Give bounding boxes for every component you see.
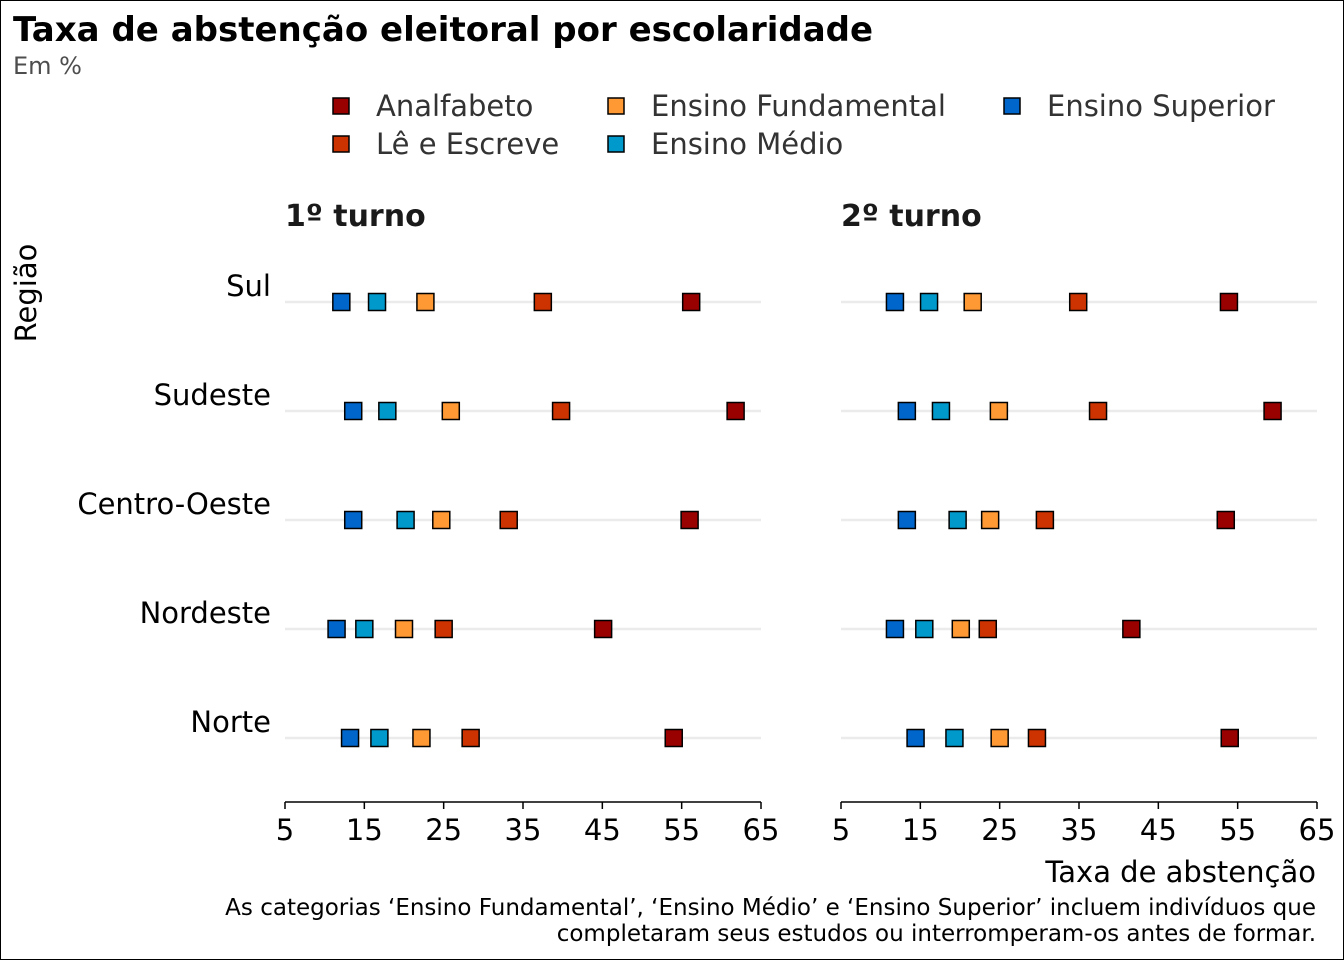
point-norte-ensino-medio bbox=[370, 728, 389, 748]
point-sudeste-ensino-medio bbox=[378, 401, 397, 421]
panel-title-2: 2º turno bbox=[841, 199, 982, 234]
point-nordeste-ensino-superior bbox=[327, 619, 346, 639]
legend-key-analfabeto bbox=[332, 97, 350, 115]
point-centro-oeste-ensino-medio bbox=[396, 510, 415, 530]
point-centro-oeste-le-e-escreve bbox=[499, 510, 518, 530]
x-tick-label: 45 bbox=[584, 813, 621, 847]
x-tick-label: 5 bbox=[276, 813, 294, 847]
category-label-sul: Sul bbox=[226, 269, 271, 303]
x-axis-label: Taxa de abstenção bbox=[1044, 855, 1316, 889]
panels: 1º turno 5 15 25 35 45 55 65 2º turno 5 15 25 35 45 55… bbox=[77, 199, 1335, 847]
point-norte-le-e-escreve bbox=[461, 728, 480, 748]
point-sul-ensino-fundamental bbox=[963, 292, 982, 312]
point-sudeste-analfabeto bbox=[1263, 401, 1282, 421]
x-tick-label: 25 bbox=[981, 813, 1018, 847]
point-nordeste-le-e-escreve bbox=[978, 619, 998, 639]
panel-1: 1º turno 5 15 25 35 45 55 65 bbox=[276, 199, 780, 847]
panel-title-1: 1º turno bbox=[285, 199, 426, 234]
point-sul-ensino-superior bbox=[332, 292, 351, 312]
point-sul-le-e-escreve bbox=[1068, 292, 1088, 312]
x-tick-label: 45 bbox=[1140, 813, 1177, 847]
point-norte-ensino-fundamental bbox=[412, 728, 431, 748]
point-sul-ensino-fundamental bbox=[416, 292, 435, 312]
y-axis-label: Região bbox=[9, 244, 43, 343]
point-nordeste-ensino-fundamental bbox=[394, 619, 414, 639]
point-sudeste-ensino-medio bbox=[931, 401, 951, 421]
panel-2: 2º turno 5 15 25 35 45 55 65 bbox=[832, 199, 1336, 847]
category-label-norte: Norte bbox=[190, 705, 271, 739]
chart-title: Taxa de abstenção eleitoral por escolari… bbox=[13, 10, 873, 50]
point-sudeste-ensino-superior bbox=[897, 401, 917, 421]
category-label-sudeste: Sudeste bbox=[154, 378, 271, 412]
legend-label-ensino-superior: Ensino Superior bbox=[1047, 89, 1275, 123]
point-centro-oeste-le-e-escreve bbox=[1035, 510, 1055, 530]
point-nordeste-ensino-fundamental bbox=[951, 619, 971, 639]
point-norte-ensino-fundamental bbox=[990, 728, 1009, 748]
point-sudeste-analfabeto bbox=[726, 401, 745, 421]
point-nordeste-ensino-medio bbox=[915, 619, 934, 639]
x-tick-label: 15 bbox=[346, 813, 383, 847]
point-sudeste-ensino-fundamental bbox=[989, 401, 1009, 421]
category-label-centro-oeste: Centro-Oeste bbox=[77, 487, 271, 521]
x-tick-label: 35 bbox=[505, 813, 542, 847]
point-nordeste-analfabeto bbox=[593, 619, 613, 639]
point-sul-ensino-medio bbox=[367, 292, 387, 312]
x-tick-label: 25 bbox=[425, 813, 462, 847]
caption-line-2: completaram seus estudos ou interrompera… bbox=[557, 921, 1316, 947]
category-label-nordeste: Nordeste bbox=[140, 596, 271, 630]
point-sudeste-ensino-fundamental bbox=[441, 401, 461, 421]
point-nordeste-analfabeto bbox=[1122, 619, 1141, 639]
x-tick-label: 5 bbox=[832, 813, 850, 847]
point-sudeste-le-e-escreve bbox=[551, 401, 571, 421]
point-nordeste-le-e-escreve bbox=[434, 619, 453, 639]
point-nordeste-ensino-medio bbox=[355, 619, 374, 639]
legend-label-analfabeto: Analfabeto bbox=[376, 89, 533, 123]
point-centro-oeste-ensino-medio bbox=[948, 510, 967, 530]
point-centro-oeste-ensino-superior bbox=[897, 510, 917, 530]
point-sul-le-e-escreve bbox=[533, 292, 553, 312]
legend-label-ensino-medio: Ensino Médio bbox=[651, 127, 843, 161]
point-sul-analfabeto bbox=[1219, 292, 1239, 312]
legend: Analfabeto Lê e Escreve Ensino Fundamental… bbox=[332, 89, 1275, 161]
point-centro-oeste-analfabeto bbox=[1216, 510, 1236, 530]
caption-line-1: As categorias ‘Ensino Fundamental’, ‘Ens… bbox=[225, 895, 1316, 921]
point-sul-ensino-superior bbox=[885, 292, 905, 312]
legend-label-ensino-fundamental: Ensino Fundamental bbox=[651, 89, 946, 123]
legend-key-le-e-escreve bbox=[332, 135, 350, 153]
point-norte-le-e-escreve bbox=[1027, 728, 1047, 748]
point-centro-oeste-analfabeto bbox=[680, 510, 699, 530]
x-tick-label: 35 bbox=[1061, 813, 1098, 847]
legend-key-ensino-superior bbox=[1003, 97, 1021, 115]
x-tick-label: 65 bbox=[1299, 813, 1336, 847]
point-norte-analfabeto bbox=[664, 728, 683, 748]
x-tick-label: 65 bbox=[743, 813, 780, 847]
point-sudeste-ensino-superior bbox=[343, 401, 363, 421]
point-sudeste-le-e-escreve bbox=[1088, 401, 1108, 421]
x-tick-label: 55 bbox=[1219, 813, 1256, 847]
point-norte-ensino-medio bbox=[945, 728, 964, 748]
x-tick-label: 15 bbox=[902, 813, 939, 847]
point-norte-analfabeto bbox=[1220, 728, 1239, 748]
point-norte-ensino-superior bbox=[340, 728, 360, 748]
point-centro-oeste-ensino-superior bbox=[343, 510, 363, 530]
point-sul-analfabeto bbox=[681, 292, 701, 312]
legend-key-ensino-fundamental bbox=[607, 97, 625, 115]
legend-key-ensino-medio bbox=[607, 135, 625, 153]
point-nordeste-ensino-superior bbox=[885, 619, 905, 639]
chart-subtitle: Em % bbox=[13, 52, 82, 80]
point-sul-ensino-medio bbox=[919, 292, 939, 312]
point-centro-oeste-ensino-fundamental bbox=[980, 510, 1000, 530]
point-centro-oeste-ensino-fundamental bbox=[432, 510, 451, 530]
point-norte-ensino-superior bbox=[906, 728, 925, 748]
x-tick-label: 55 bbox=[663, 813, 700, 847]
legend-label-le-e-escreve: Lê e Escreve bbox=[376, 127, 559, 161]
